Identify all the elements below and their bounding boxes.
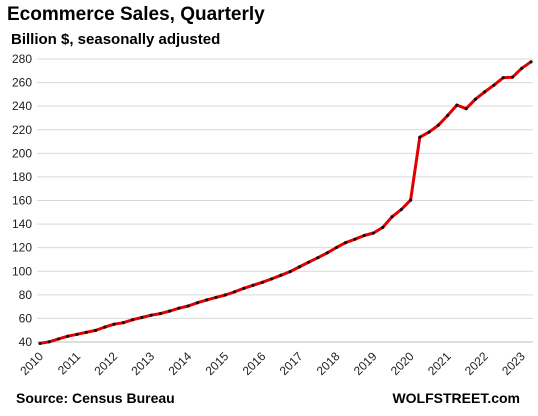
data-point <box>47 340 51 344</box>
data-point <box>214 295 218 300</box>
data-point <box>418 135 422 139</box>
data-point <box>140 315 144 320</box>
data-point <box>344 240 348 245</box>
x-tick-label: 2018 <box>314 349 343 378</box>
data-point <box>529 60 533 64</box>
chart-title: Ecommerce Sales, Quarterly <box>7 4 265 25</box>
data-point <box>205 298 209 302</box>
data-point <box>75 332 79 336</box>
y-tick-label: 220 <box>12 123 32 137</box>
data-point <box>408 198 413 202</box>
data-point <box>56 337 61 341</box>
data-point <box>242 286 246 290</box>
x-tick-label: 2019 <box>351 349 380 378</box>
data-point <box>316 256 320 260</box>
data-point <box>112 322 116 326</box>
y-tick-label: 60 <box>19 311 33 325</box>
data-point <box>168 309 172 313</box>
x-tick-label: 2023 <box>499 349 528 378</box>
x-tick-label: 2021 <box>425 349 454 378</box>
data-point <box>186 304 190 308</box>
data-point <box>288 270 292 274</box>
x-tick-label: 2010 <box>17 349 46 378</box>
data-point <box>371 231 376 235</box>
x-tick-label: 2013 <box>129 349 158 378</box>
data-point <box>84 330 88 334</box>
data-point <box>260 280 264 284</box>
brand-logo-text: WOLFSTREET.com <box>392 390 520 406</box>
data-point <box>455 103 459 107</box>
data-point <box>177 306 181 310</box>
y-tick-label: 120 <box>12 241 32 255</box>
data-point <box>390 215 394 219</box>
y-axis: 40 60 80 100 120 140 160 180 200 220 240 260 280 <box>12 52 32 349</box>
data-point <box>520 66 524 70</box>
chart-subtitle: Billion $, seasonally adjusted <box>11 31 221 48</box>
y-tick-label: 140 <box>12 217 32 231</box>
data-point <box>195 301 200 305</box>
data-point <box>399 207 403 212</box>
data-point <box>251 283 255 287</box>
x-tick-label: 2012 <box>91 349 120 378</box>
y-tick-label: 200 <box>12 146 32 160</box>
x-tick-label: 2017 <box>277 349 306 378</box>
gridlines <box>37 58 533 343</box>
data-point <box>334 245 339 250</box>
data-point <box>38 341 42 346</box>
data-point <box>270 277 274 281</box>
data-point <box>149 313 153 317</box>
data-point <box>427 130 431 134</box>
y-tick-label: 260 <box>12 76 32 90</box>
x-tick-label: 2016 <box>240 349 269 378</box>
data-point <box>93 328 98 333</box>
data-point <box>473 97 478 101</box>
data-point <box>307 260 311 264</box>
data-point <box>381 225 385 229</box>
y-tick-label: 100 <box>12 264 32 278</box>
x-tick-label: 2022 <box>462 349 491 378</box>
x-axis: 2010 2011 2012 2013 2014 2015 2016 2017 2018 2019… <box>17 341 533 378</box>
data-point <box>103 325 107 329</box>
data-point <box>297 265 301 269</box>
y-tick-label: 80 <box>19 288 33 302</box>
data-point <box>66 334 70 338</box>
data-point <box>223 293 227 297</box>
x-tick-label: 2011 <box>55 349 83 377</box>
data-point <box>492 83 496 87</box>
data-point <box>436 123 440 127</box>
data-point <box>232 290 237 294</box>
data-point <box>158 311 163 316</box>
x-tick-label: 2014 <box>166 349 195 378</box>
data-point <box>501 76 505 80</box>
data-point <box>483 90 487 94</box>
y-tick-label: 40 <box>19 335 33 349</box>
x-tick-label: 2015 <box>203 349 232 378</box>
source-note: Source: Census Bureau <box>16 390 175 406</box>
data-point <box>121 321 125 325</box>
data-point <box>510 75 515 79</box>
data-point <box>362 233 366 238</box>
y-tick-label: 160 <box>12 194 32 208</box>
y-tick-label: 240 <box>12 99 32 113</box>
data-point <box>353 237 357 241</box>
data-point <box>325 251 329 255</box>
data-point <box>464 107 468 111</box>
data-point <box>131 318 135 322</box>
y-tick-label: 280 <box>12 52 32 66</box>
x-tick-label: 2020 <box>388 349 417 378</box>
data-point <box>446 113 450 118</box>
data-point <box>279 273 283 277</box>
y-tick-label: 180 <box>12 170 32 184</box>
plot-area <box>38 60 533 346</box>
